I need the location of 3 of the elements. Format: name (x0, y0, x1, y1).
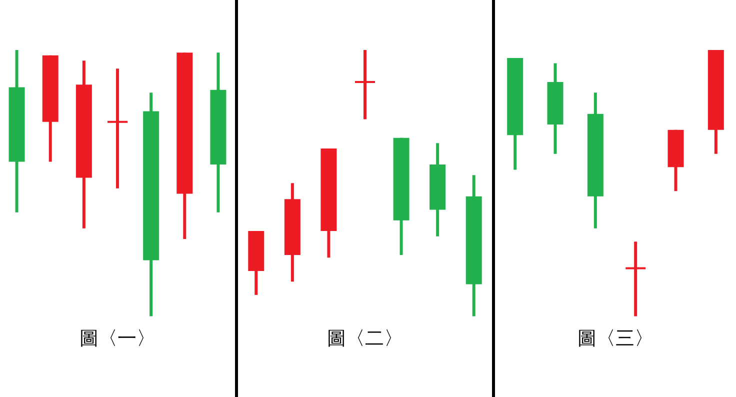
x-axis-title: 圖〈一〉 (80, 328, 156, 350)
x-axis-title: 圖〈二〉 (327, 328, 403, 350)
x-axis-title: 圖〈三〉 (578, 328, 654, 350)
